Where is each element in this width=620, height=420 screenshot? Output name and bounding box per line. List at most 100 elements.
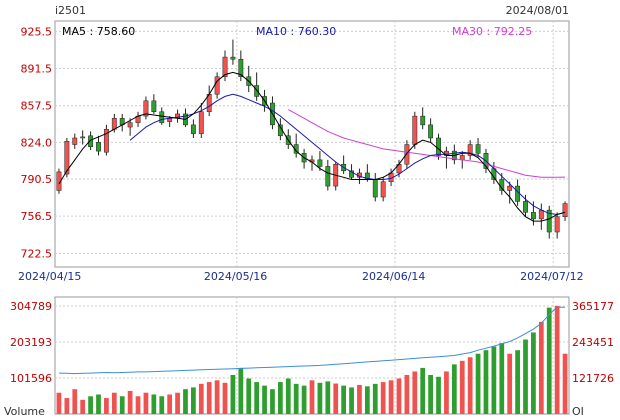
volume-bar-up bbox=[72, 389, 78, 414]
volume-bar-down bbox=[546, 307, 552, 414]
volume-bar-down bbox=[191, 387, 196, 414]
volume-bar-up bbox=[127, 390, 133, 414]
oi-tick-label: 365177 bbox=[572, 300, 614, 313]
volume-bar-up bbox=[111, 392, 117, 414]
candle-down bbox=[254, 85, 260, 97]
volume-bar-up bbox=[135, 396, 141, 414]
oi-axis-label: OI bbox=[572, 405, 584, 418]
volume-bar-down bbox=[531, 332, 536, 414]
candle-up bbox=[111, 118, 117, 130]
candle-down bbox=[230, 56, 236, 60]
volume-bar-up bbox=[56, 392, 62, 414]
volume-bar-up bbox=[562, 353, 568, 414]
volume-bar-down bbox=[372, 383, 378, 414]
candle-up bbox=[64, 141, 70, 175]
volume-bar-up bbox=[214, 380, 220, 414]
volume-tick-label: 101596 bbox=[10, 372, 52, 385]
candle-down bbox=[523, 201, 528, 213]
volume-bar-down bbox=[238, 367, 244, 414]
volume-bar-down bbox=[364, 386, 370, 414]
candle-down bbox=[436, 137, 441, 156]
volume-bar-down bbox=[246, 378, 252, 414]
ma30-line bbox=[288, 109, 566, 178]
volume-bar-up bbox=[104, 398, 109, 414]
price-tick-label: 891.5 bbox=[21, 63, 53, 76]
candle-up bbox=[467, 144, 473, 156]
date-tick-label: 2024/06/14 bbox=[362, 270, 425, 283]
volume-bar-up bbox=[357, 384, 362, 414]
volume-bar-down bbox=[341, 385, 347, 414]
volume-bar-down bbox=[159, 396, 165, 414]
candle-down bbox=[190, 124, 196, 134]
volume-bar-down bbox=[428, 375, 433, 414]
volume-bar-down bbox=[96, 394, 101, 414]
volume-tick-label: 203193 bbox=[10, 336, 52, 349]
volume-bar-down bbox=[151, 394, 157, 414]
volume-bar-up bbox=[507, 353, 513, 414]
volume-bar-down bbox=[285, 378, 291, 414]
volume-bar-up bbox=[412, 371, 418, 414]
candle-up bbox=[127, 122, 133, 128]
price-tick-label: 722.5 bbox=[21, 247, 53, 260]
volume-bar-up bbox=[222, 382, 228, 414]
volume-bar-down bbox=[293, 383, 299, 414]
volume-bar-down bbox=[277, 382, 283, 414]
volume-bar-down bbox=[230, 375, 236, 414]
candle-down bbox=[317, 159, 323, 167]
volume-bar-up bbox=[554, 305, 560, 414]
volume-bar-up bbox=[459, 360, 465, 414]
candle-down bbox=[372, 179, 378, 198]
candle-up bbox=[72, 137, 78, 145]
volume-panel: 304789 365177 203193 243451 101596 121726 Volu… bbox=[4, 296, 614, 418]
candle-down bbox=[475, 144, 481, 154]
volume-bar-down bbox=[317, 382, 323, 414]
candle-up bbox=[103, 128, 109, 153]
volume-bar-down bbox=[436, 376, 441, 414]
candle-down bbox=[238, 59, 244, 78]
candle-up bbox=[404, 144, 410, 165]
volume-bar-down bbox=[119, 396, 125, 414]
volume-bar-up bbox=[198, 383, 204, 414]
candle-up bbox=[380, 181, 386, 198]
volume-bar-down bbox=[475, 353, 481, 414]
volume-bar-up bbox=[538, 321, 544, 414]
volume-bar-down bbox=[499, 343, 505, 414]
candle-down bbox=[530, 212, 536, 220]
price-tick-label: 756.5 bbox=[21, 210, 53, 223]
volume-bar-down bbox=[270, 389, 275, 414]
candle-up bbox=[412, 115, 418, 145]
volume-bar-down bbox=[523, 339, 528, 414]
candle-down bbox=[546, 209, 552, 233]
price-plot-frame bbox=[54, 20, 570, 268]
volume-bar-down bbox=[420, 367, 426, 414]
candle-up bbox=[554, 216, 560, 233]
candle-down bbox=[159, 111, 165, 123]
header-date: 2024/08/01 bbox=[506, 4, 569, 17]
volume-bar-up bbox=[444, 371, 449, 414]
volume-bar-down bbox=[262, 385, 267, 414]
volume-bar-down bbox=[301, 385, 307, 414]
candle-up bbox=[538, 209, 544, 220]
volume-bar-down bbox=[325, 381, 331, 414]
volume-bar-up bbox=[396, 378, 402, 414]
candle-up bbox=[143, 100, 149, 117]
oi-tick-label: 243451 bbox=[572, 336, 614, 349]
ma-legend-label: MA30 : 792.25 bbox=[452, 25, 532, 38]
oi-tick-label: 121726 bbox=[572, 372, 614, 385]
ma-legend-label: MA5 : 758.60 bbox=[62, 25, 135, 38]
volume-bar-up bbox=[80, 399, 86, 414]
ma5-line bbox=[58, 71, 566, 222]
volume-bar-up bbox=[404, 375, 410, 414]
price-tick-label: 857.5 bbox=[21, 100, 53, 113]
volume-bar-up bbox=[167, 394, 173, 414]
ma-legend-label: MA10 : 760.30 bbox=[256, 25, 336, 38]
ma10-line bbox=[129, 93, 566, 216]
date-tick-label: 2024/07/12 bbox=[520, 270, 583, 283]
price-panel: 925.5 891.5 857.5 824.0 790.5 756.5 722.5 2024/… bbox=[18, 20, 584, 283]
price-tick-label: 925.5 bbox=[21, 25, 53, 38]
volume-bar-up bbox=[309, 380, 315, 414]
candle-up bbox=[562, 203, 568, 217]
candle-down bbox=[325, 166, 331, 187]
candle-down bbox=[88, 135, 94, 147]
